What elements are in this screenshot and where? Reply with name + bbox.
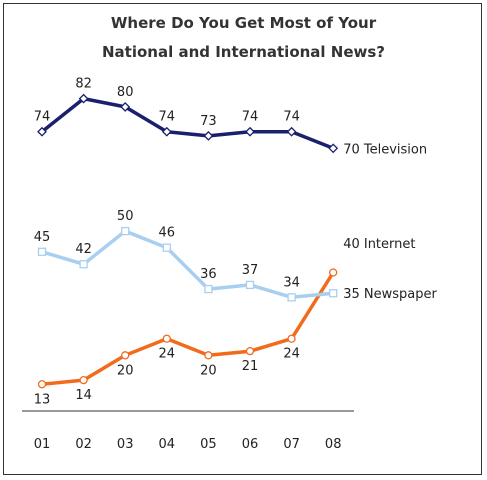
x-tick-label-05: 05 bbox=[200, 437, 217, 452]
internet-point-04 bbox=[162, 334, 171, 343]
internet-point-01 bbox=[37, 380, 47, 389]
x-tick-label-08: 08 bbox=[325, 437, 342, 452]
television-value-label-01: 74 bbox=[34, 110, 51, 125]
television-point-01 bbox=[37, 126, 47, 137]
newspaper-point-08 bbox=[329, 289, 338, 298]
newspaper-value-label-06: 37 bbox=[242, 263, 259, 278]
newspaper-value-label-03: 50 bbox=[117, 209, 134, 224]
internet-value-label-03: 20 bbox=[117, 363, 134, 378]
internet-value-label-04: 24 bbox=[159, 347, 176, 362]
internet-value-label-06: 21 bbox=[242, 359, 259, 374]
television-point-05 bbox=[203, 130, 214, 141]
chart-title-line-2: National and International News? bbox=[101, 43, 385, 61]
x-tick-label-01: 01 bbox=[34, 437, 51, 452]
internet-end-label: 40 Internet bbox=[343, 237, 415, 252]
newspaper-value-label-02: 42 bbox=[75, 242, 92, 257]
x-tick-label-03: 03 bbox=[117, 437, 134, 452]
internet-point-03 bbox=[121, 351, 130, 360]
television-line bbox=[40, 96, 335, 151]
internet-point-06 bbox=[245, 347, 255, 356]
newspaper-value-label-07: 34 bbox=[283, 275, 300, 290]
newspaper-value-label-01: 45 bbox=[34, 230, 51, 245]
newspaper-value-label-05: 36 bbox=[200, 267, 217, 282]
x-tick-label-02: 02 bbox=[75, 437, 92, 452]
internet-point-08 bbox=[329, 268, 338, 277]
television-value-label-03: 80 bbox=[117, 85, 134, 100]
television-point-03 bbox=[120, 101, 131, 112]
newspaper-point-03 bbox=[121, 226, 130, 236]
newspaper-point-01 bbox=[37, 247, 47, 256]
television-value-label-05: 73 bbox=[200, 114, 217, 129]
television-point-08 bbox=[328, 143, 339, 154]
internet-point-02 bbox=[79, 375, 88, 385]
chart-title-line-1: Where Do You Get Most of Your bbox=[110, 14, 377, 32]
television-point-04 bbox=[161, 126, 172, 137]
internet-line bbox=[40, 270, 335, 387]
x-tick-label-06: 06 bbox=[242, 437, 259, 452]
newspaper-line bbox=[40, 229, 335, 300]
internet-value-label-05: 20 bbox=[200, 363, 217, 378]
television-value-label-02: 82 bbox=[75, 77, 92, 92]
television-point-07 bbox=[286, 126, 297, 137]
newspaper-point-05 bbox=[204, 284, 213, 294]
internet-value-label-07: 24 bbox=[283, 347, 300, 362]
x-tick-label-04: 04 bbox=[159, 437, 176, 452]
television-value-label-06: 74 bbox=[242, 110, 259, 125]
newspaper-end-label: 35 Newspaper bbox=[343, 287, 437, 302]
internet-value-label-01: 13 bbox=[34, 392, 51, 407]
newspaper-point-06 bbox=[245, 280, 255, 290]
newspaper-point-07 bbox=[287, 293, 296, 302]
television-end-label: 70 Television bbox=[343, 142, 427, 157]
internet-value-label-02: 14 bbox=[75, 388, 92, 403]
television-value-label-07: 74 bbox=[283, 110, 300, 125]
newspaper-value-label-04: 46 bbox=[159, 226, 176, 241]
internet-point-05 bbox=[204, 351, 213, 360]
newspaper-point-02 bbox=[79, 260, 88, 269]
internet-point-07 bbox=[287, 334, 296, 343]
television-point-06 bbox=[245, 126, 255, 137]
television-point-02 bbox=[78, 93, 89, 104]
chart-frame bbox=[3, 3, 482, 475]
x-tick-label-07: 07 bbox=[283, 437, 300, 452]
television-value-label-04: 74 bbox=[159, 110, 176, 125]
newspaper-point-04 bbox=[162, 243, 171, 252]
